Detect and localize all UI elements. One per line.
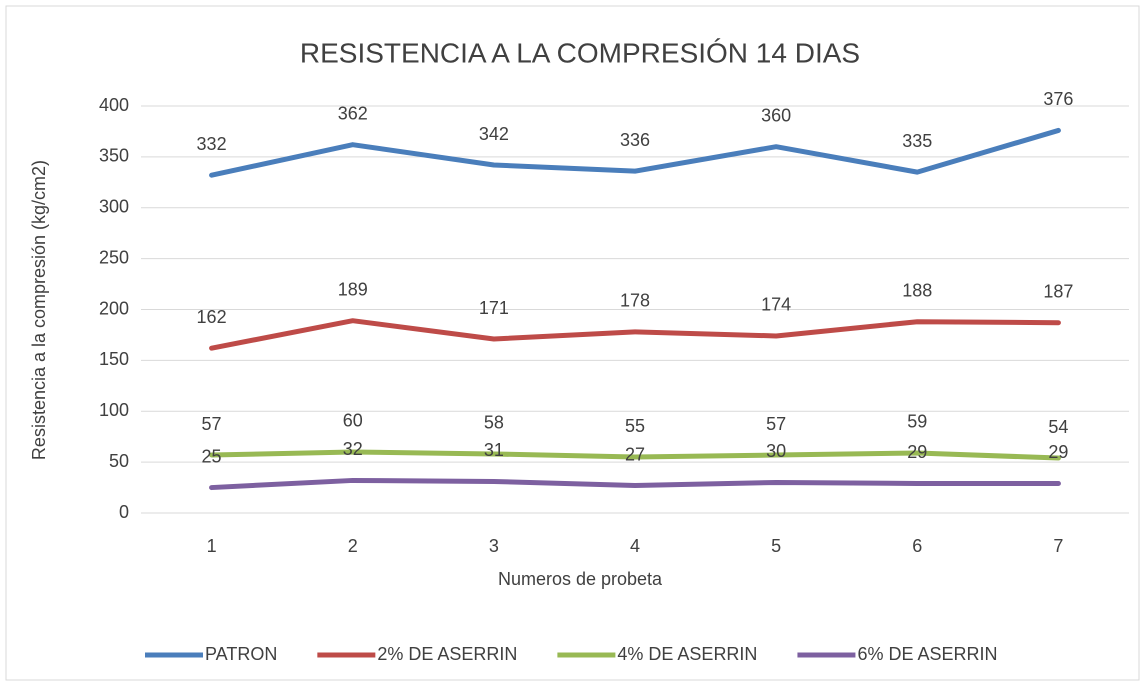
chart-title: RESISTENCIA A LA COMPRESIÓN 14 DIAS <box>300 37 860 68</box>
data-label: 178 <box>620 291 650 311</box>
data-label: 189 <box>338 279 368 299</box>
x-axis-label: Numeros de probeta <box>498 569 663 589</box>
x-tick-label: 5 <box>771 536 781 556</box>
data-label: 58 <box>484 413 504 433</box>
data-label: 54 <box>1048 417 1068 437</box>
data-label: 25 <box>202 446 222 466</box>
data-label: 55 <box>625 416 645 436</box>
legend-label: 4% DE ASERRIN <box>617 644 757 664</box>
y-tick-label: 300 <box>99 197 129 217</box>
data-label: 174 <box>761 295 791 315</box>
x-tick-label: 4 <box>630 536 640 556</box>
data-label: 332 <box>197 134 227 154</box>
x-tick-label: 2 <box>348 536 358 556</box>
data-label: 162 <box>197 307 227 327</box>
data-label: 29 <box>907 442 927 462</box>
x-tick-label: 3 <box>489 536 499 556</box>
data-label: 27 <box>625 444 645 464</box>
data-label: 59 <box>907 412 927 432</box>
y-tick-label: 50 <box>109 451 129 471</box>
y-axis-label: Resistencia a la compresión (kg/cm2) <box>29 160 49 460</box>
series-line <box>209 477 1061 491</box>
y-tick-label: 200 <box>99 298 129 318</box>
data-label: 342 <box>479 124 509 144</box>
legend-label: PATRON <box>205 644 277 664</box>
data-label: 362 <box>338 103 368 123</box>
data-label: 30 <box>766 441 786 461</box>
data-label: 360 <box>761 105 791 125</box>
y-tick-label: 100 <box>99 400 129 420</box>
data-label: 60 <box>343 411 363 431</box>
y-tick-label: 150 <box>99 349 129 369</box>
data-label: 336 <box>620 130 650 150</box>
y-tick-label: 0 <box>119 502 129 522</box>
data-label: 335 <box>902 131 932 151</box>
data-label: 187 <box>1043 281 1073 301</box>
x-tick-label: 6 <box>912 536 922 556</box>
x-tick-label: 7 <box>1053 536 1063 556</box>
series-line <box>209 127 1061 178</box>
data-label: 171 <box>479 298 509 318</box>
chart-frame <box>5 5 1140 681</box>
data-label: 32 <box>343 439 363 459</box>
data-label: 31 <box>484 440 504 460</box>
y-tick-label: 350 <box>99 146 129 166</box>
y-tick-label: 400 <box>99 95 129 115</box>
data-label: 57 <box>766 414 786 434</box>
legend-label: 6% DE ASERRIN <box>857 644 997 664</box>
legend-label: 2% DE ASERRIN <box>377 644 517 664</box>
y-tick-label: 250 <box>99 247 129 267</box>
data-label: 57 <box>202 414 222 434</box>
series-line <box>209 449 1061 461</box>
x-tick-label: 1 <box>207 536 217 556</box>
series-line <box>209 318 1061 351</box>
data-label: 376 <box>1043 89 1073 109</box>
data-label: 29 <box>1048 442 1068 462</box>
data-label: 188 <box>902 280 932 300</box>
